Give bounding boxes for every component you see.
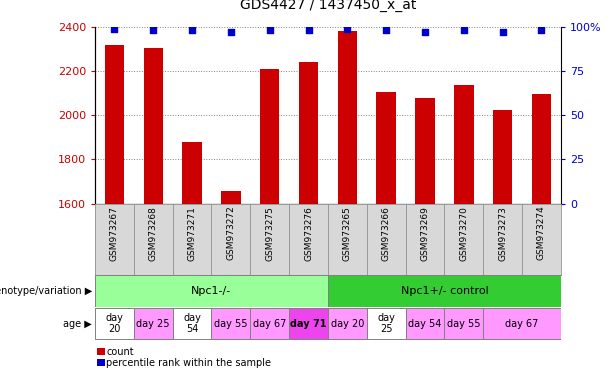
Text: age ▶: age ▶ bbox=[63, 318, 92, 329]
Point bbox=[110, 26, 120, 32]
Text: day
20: day 20 bbox=[105, 313, 123, 334]
Bar bbox=[416, 98, 435, 204]
Point bbox=[148, 27, 158, 33]
Text: Npc1-/-: Npc1-/- bbox=[191, 286, 232, 296]
Point bbox=[381, 27, 391, 33]
Text: count: count bbox=[106, 347, 134, 357]
Bar bbox=[183, 142, 202, 204]
Text: GSM973267: GSM973267 bbox=[110, 206, 119, 260]
Text: Npc1+/- control: Npc1+/- control bbox=[400, 286, 489, 296]
Text: day 55: day 55 bbox=[214, 318, 248, 329]
Text: percentile rank within the sample: percentile rank within the sample bbox=[106, 358, 271, 368]
Bar bbox=[376, 92, 396, 204]
Text: day
54: day 54 bbox=[183, 313, 201, 334]
Point bbox=[343, 26, 352, 32]
Bar bbox=[483, 308, 561, 339]
Point bbox=[536, 27, 546, 33]
Bar bbox=[173, 308, 211, 339]
Bar bbox=[134, 308, 173, 339]
Point bbox=[303, 27, 313, 33]
Point bbox=[420, 29, 430, 35]
Text: GSM973268: GSM973268 bbox=[149, 206, 158, 260]
Bar bbox=[143, 48, 163, 204]
Text: day 55: day 55 bbox=[447, 318, 481, 329]
Text: GSM973265: GSM973265 bbox=[343, 206, 352, 260]
Bar bbox=[493, 110, 512, 204]
Text: day
25: day 25 bbox=[377, 313, 395, 334]
Bar bbox=[367, 308, 406, 339]
Bar bbox=[338, 31, 357, 204]
Bar bbox=[328, 275, 561, 306]
Text: GSM973273: GSM973273 bbox=[498, 206, 507, 260]
Point bbox=[265, 27, 275, 33]
Text: GDS4427 / 1437450_x_at: GDS4427 / 1437450_x_at bbox=[240, 0, 416, 12]
Text: genotype/variation ▶: genotype/variation ▶ bbox=[0, 286, 92, 296]
Bar bbox=[250, 308, 289, 339]
Bar bbox=[454, 85, 474, 204]
Text: day 67: day 67 bbox=[253, 318, 286, 329]
Text: day 54: day 54 bbox=[408, 318, 442, 329]
Text: GSM973271: GSM973271 bbox=[188, 206, 197, 260]
Point bbox=[226, 29, 236, 35]
Text: day 71: day 71 bbox=[291, 318, 327, 329]
Text: day 25: day 25 bbox=[137, 318, 170, 329]
Bar bbox=[289, 308, 328, 339]
Bar bbox=[299, 62, 318, 204]
Point bbox=[498, 29, 508, 35]
Text: GSM973276: GSM973276 bbox=[304, 206, 313, 260]
Text: GSM973275: GSM973275 bbox=[265, 206, 274, 260]
Point bbox=[459, 27, 469, 33]
Bar bbox=[95, 275, 328, 306]
Bar bbox=[531, 94, 551, 204]
Text: GSM973272: GSM973272 bbox=[226, 206, 235, 260]
Bar bbox=[221, 191, 240, 204]
Point bbox=[187, 27, 197, 33]
Text: GSM973270: GSM973270 bbox=[459, 206, 468, 260]
Bar bbox=[328, 308, 367, 339]
Bar bbox=[211, 308, 250, 339]
Text: GSM973266: GSM973266 bbox=[382, 206, 390, 260]
Bar bbox=[105, 45, 124, 204]
Bar bbox=[406, 308, 444, 339]
Bar bbox=[444, 308, 483, 339]
Text: day 20: day 20 bbox=[330, 318, 364, 329]
Text: GSM973274: GSM973274 bbox=[537, 206, 546, 260]
Text: day 67: day 67 bbox=[505, 318, 539, 329]
Text: GSM973269: GSM973269 bbox=[421, 206, 430, 260]
Bar bbox=[95, 308, 134, 339]
Bar bbox=[260, 69, 280, 204]
